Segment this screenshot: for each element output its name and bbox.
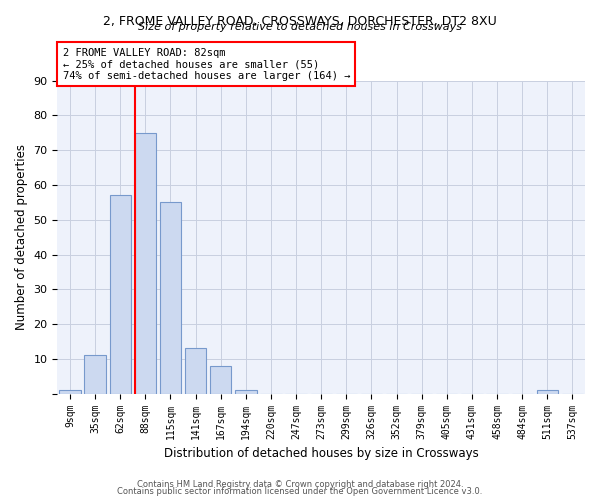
Bar [536,390,558,394]
X-axis label: Distribution of detached houses by size in Crossways: Distribution of detached houses by size … [164,447,479,460]
Bar [210,366,232,394]
Bar [110,196,131,394]
Bar [160,202,181,394]
Bar [59,390,80,394]
Bar [235,390,257,394]
Y-axis label: Number of detached properties: Number of detached properties [15,144,28,330]
Text: Contains public sector information licensed under the Open Government Licence v3: Contains public sector information licen… [118,487,482,496]
Bar [134,133,156,394]
Text: 2, FROME VALLEY ROAD, CROSSWAYS, DORCHESTER, DT2 8XU: 2, FROME VALLEY ROAD, CROSSWAYS, DORCHES… [103,15,497,28]
Bar [85,356,106,394]
Bar [185,348,206,394]
Text: Size of property relative to detached houses in Crossways: Size of property relative to detached ho… [138,22,462,32]
Text: Contains HM Land Registry data © Crown copyright and database right 2024.: Contains HM Land Registry data © Crown c… [137,480,463,489]
Text: 2 FROME VALLEY ROAD: 82sqm
← 25% of detached houses are smaller (55)
74% of semi: 2 FROME VALLEY ROAD: 82sqm ← 25% of deta… [62,48,350,80]
